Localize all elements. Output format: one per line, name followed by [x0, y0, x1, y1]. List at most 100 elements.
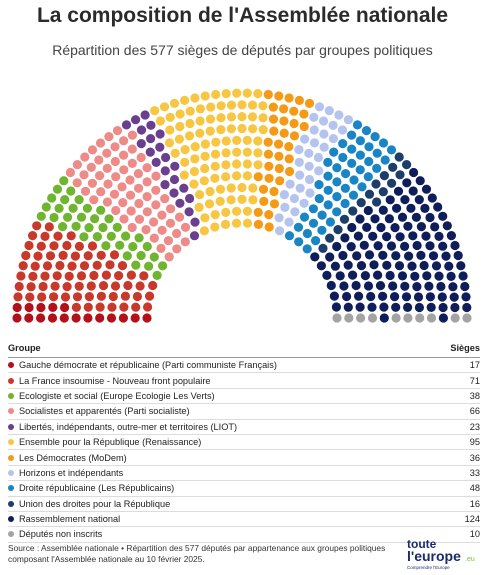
legend-swatch [8, 392, 14, 399]
seat-dot [428, 251, 439, 261]
seat-dot [386, 145, 397, 155]
seat-dot [379, 313, 389, 323]
seat-dot [32, 221, 42, 231]
seat-dot [309, 125, 319, 135]
logo-line1: toute [407, 537, 437, 551]
seat-dot [264, 161, 274, 171]
seat-dot [111, 172, 121, 182]
seat-dot [253, 207, 263, 217]
seat-dot [40, 231, 50, 241]
seat-dot [158, 261, 168, 271]
seat-dot [127, 222, 137, 233]
seat-dot [165, 125, 175, 135]
seat-dot [132, 291, 142, 302]
seat-dot [370, 132, 380, 142]
seat-dot [316, 261, 326, 271]
seat-dot [140, 110, 150, 120]
seat-dot [364, 189, 375, 199]
legend-group-name: Gauche démocrate et républicaine (Parti … [19, 360, 277, 371]
seat-dot [130, 313, 140, 323]
seat-dot [378, 205, 388, 215]
seat-dot [332, 177, 342, 187]
seat-dot [329, 291, 339, 301]
seat-dot [95, 171, 105, 181]
seat-dot [134, 214, 145, 224]
seat-dot [118, 313, 128, 323]
seat-dot [328, 134, 338, 144]
seat-dot [441, 251, 451, 261]
seat-dot [392, 203, 402, 213]
seat-dot [199, 226, 209, 236]
seat-dot [36, 313, 46, 323]
seat-dot [269, 126, 279, 136]
seat-dot [106, 313, 117, 323]
seat-dot [80, 186, 91, 196]
seat-dot [299, 121, 309, 132]
seat-dot [175, 121, 185, 132]
seat-dot [364, 142, 374, 152]
seat-dot [360, 271, 370, 281]
seat-dot [44, 222, 54, 232]
source-note: Source : Assemblée nationale • Répartiti… [8, 543, 386, 564]
seat-dot [121, 120, 132, 130]
seat-dot [351, 280, 361, 291]
seat-dot [253, 160, 263, 170]
toute-leurope-logo: toute l'europe .eu Comprendre l'Europe [407, 537, 475, 570]
seat-dot [89, 270, 99, 281]
seat-dot [121, 231, 131, 241]
seat-dot [165, 112, 175, 122]
seat-dot [49, 241, 59, 251]
seat-dot [343, 302, 353, 312]
seat-dot [444, 261, 454, 271]
seat-dot [123, 280, 133, 291]
seat-dot [180, 157, 190, 167]
seat-dot [378, 291, 388, 301]
seat-dot [66, 231, 76, 241]
seat-dot [195, 128, 205, 138]
seat-dot [258, 184, 269, 194]
seat-dot [369, 260, 379, 270]
seat-dot [146, 134, 156, 144]
legend-row: La France insoumise - Nouveau front popu… [8, 373, 480, 389]
seat-dot [314, 102, 325, 112]
seat-dot [86, 162, 96, 172]
seat-dot [96, 205, 106, 215]
seat-dot [370, 214, 380, 224]
legend-group-name: Ecologiste et social (Europe Ecologie Le… [19, 390, 215, 401]
seat-dot [408, 231, 418, 241]
seat-dot [363, 281, 374, 291]
seat-dot [376, 222, 386, 233]
seat-dot [24, 313, 34, 323]
seat-dot [294, 237, 304, 247]
seat-dot [453, 250, 463, 261]
seat-dot [422, 271, 432, 281]
seat-dot [390, 223, 400, 233]
seat-dot [63, 212, 73, 222]
seat-dot [359, 240, 369, 250]
seat-dot [221, 172, 231, 182]
seat-dot [448, 282, 458, 292]
seat-dot [450, 313, 460, 323]
seat-dot [412, 240, 422, 251]
seat-dot [426, 313, 437, 323]
seat-dot [84, 292, 94, 302]
seat-dot [210, 222, 220, 232]
seat-dot [62, 282, 72, 292]
seat-dot [450, 302, 460, 313]
seat-dot [109, 189, 120, 199]
seat-dot [285, 179, 295, 189]
seat-dot [60, 302, 70, 313]
seat-dot [66, 186, 76, 196]
seat-dot [37, 292, 47, 302]
seat-dot [284, 154, 294, 164]
seat-dot [438, 313, 448, 323]
seat-dot [165, 218, 176, 228]
seat-dot [414, 195, 424, 205]
seat-dot [442, 221, 452, 231]
seat-dot [318, 243, 328, 253]
seat-dot [42, 261, 53, 271]
seat-dot [425, 292, 435, 302]
seat-dot [65, 167, 75, 178]
seat-dot [142, 177, 152, 187]
seat-dot [70, 251, 80, 261]
